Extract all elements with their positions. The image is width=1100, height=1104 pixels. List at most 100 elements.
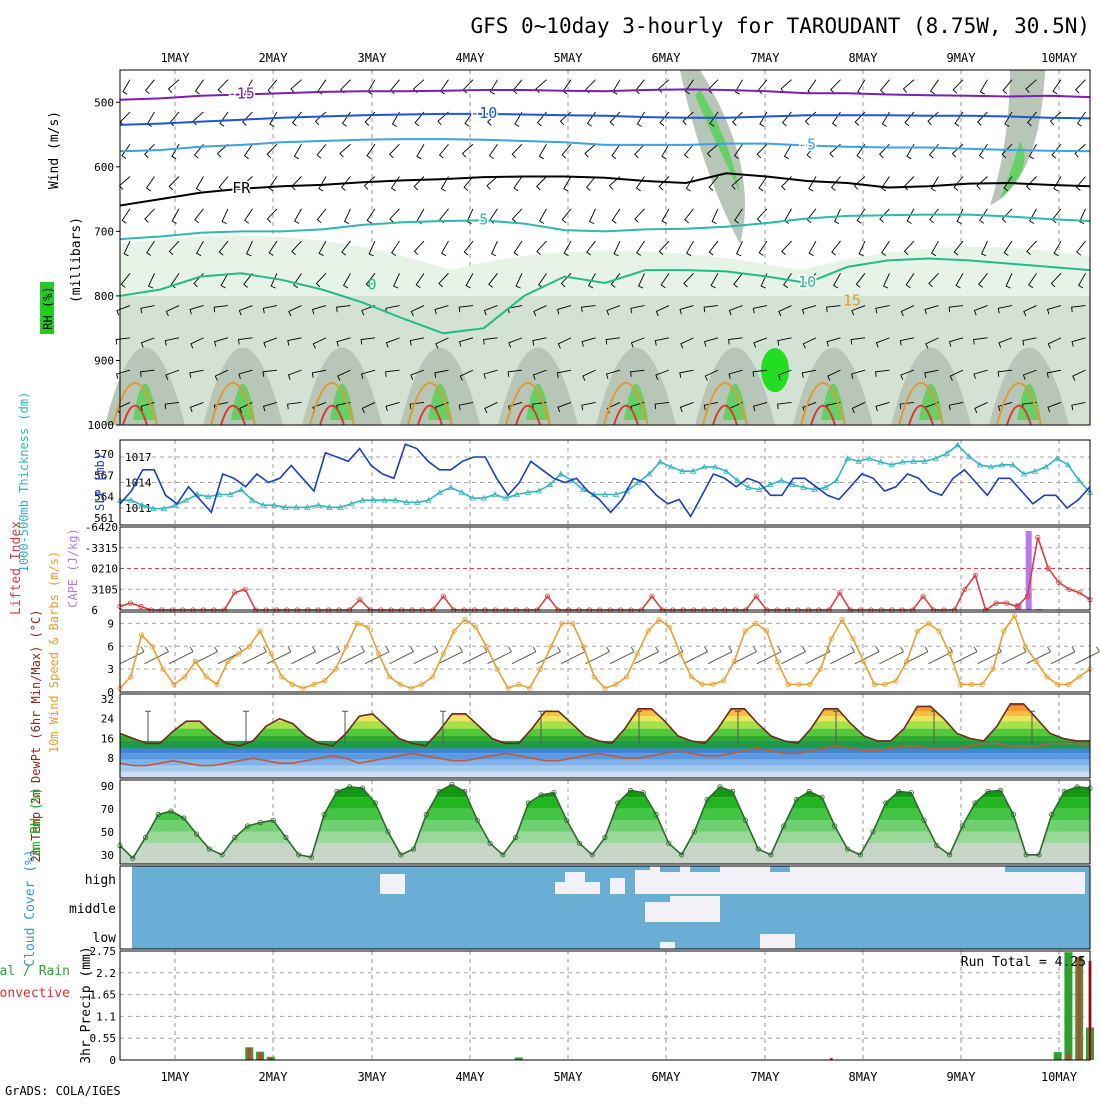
date-label-top: 5MAY <box>554 51 584 65</box>
temp-tick-label: 24 <box>101 713 115 726</box>
wind-barb <box>1028 143 1037 160</box>
rh2m-line-point <box>934 842 940 849</box>
wind-barb <box>706 143 719 158</box>
wind-barb <box>316 143 327 159</box>
wind-barb <box>783 273 792 289</box>
isotherm-15-loop <box>898 382 944 426</box>
surface-wind-barb <box>1075 646 1100 665</box>
wind-barb <box>948 401 964 411</box>
thickness-line-point <box>326 503 333 510</box>
thickness-tick-label: 564 <box>94 491 114 504</box>
wind-barb <box>314 111 327 126</box>
wind-speed-line-point <box>839 616 845 623</box>
cloud-frame <box>119 865 1091 950</box>
y-tick-label: 1000 <box>88 419 115 432</box>
wind-barb <box>360 369 376 379</box>
wind-barb <box>955 273 964 289</box>
thickness-line-point <box>745 484 752 490</box>
surface-wind-barb <box>511 646 537 665</box>
wind-barb <box>262 305 278 314</box>
lifted-index-line-point <box>242 586 248 592</box>
isotherm--5 <box>119 138 1091 153</box>
rh2m-line-point <box>321 811 327 818</box>
wind-barb <box>684 208 694 224</box>
wind-barb <box>781 111 792 127</box>
lifted-index-line-point <box>1066 586 1072 592</box>
wind-barb <box>487 111 498 126</box>
lifted-index-line-point <box>1035 534 1041 541</box>
wind-barb <box>562 79 572 95</box>
rh-band-fill <box>120 808 1090 821</box>
temp-band-warm <box>120 703 1090 707</box>
wind-speed-line-point <box>699 681 705 688</box>
wind-barb <box>951 143 964 158</box>
wind-barb <box>290 79 302 93</box>
wind-barb <box>924 369 939 378</box>
wind-speed-line-point <box>128 674 134 680</box>
date-axis-top: 1MAY 2MAY 3MAY 4MAY 5MAY 6MAY 7MAY 8MAY 9MAY 10MA… <box>161 51 1078 65</box>
wind-barb <box>973 337 988 345</box>
thickness-line-point <box>182 496 190 503</box>
slp-tick-label: 1014 <box>125 477 152 490</box>
wind-barb <box>587 273 596 289</box>
rh2m-line-point <box>296 852 302 858</box>
wind-barb <box>850 337 866 345</box>
wind-barb <box>389 143 400 159</box>
wind-barb <box>660 273 670 289</box>
date-axis-bottom: 1MAY 2MAY 3MAY 4MAY 5MAY 6MAY 7MAY 8MAY 9MAY 10MA… <box>161 1070 1078 1084</box>
wind-speed-line-point <box>429 674 436 680</box>
date-label-bottom: 5MAY <box>554 1070 584 1084</box>
wind-barb <box>311 305 327 315</box>
wind-barb <box>589 208 596 225</box>
lifted-index-line-point <box>127 600 133 606</box>
date-label-bottom: 8MAY <box>849 1070 879 1084</box>
legend-total: Total / Rain <box>0 964 70 979</box>
wind-speed-line-point <box>613 681 619 688</box>
cloud-block <box>610 878 625 894</box>
date-label-top: 4MAY <box>456 51 486 65</box>
wind-speed-line-point <box>473 624 479 630</box>
wind-speed-line-point <box>451 628 457 634</box>
rh-cell-moist <box>1017 383 1041 420</box>
wind-barb <box>341 240 351 256</box>
wind-speed-line-point <box>591 674 597 680</box>
isotherm-15-loop <box>996 382 1042 426</box>
thickness-tick-label: 570 <box>94 448 114 461</box>
rh2m-line-point <box>270 817 276 823</box>
thickness-line-point <box>623 487 631 494</box>
wind-barb <box>512 79 523 95</box>
wind-barb <box>857 79 866 95</box>
wind-barb <box>1046 369 1062 378</box>
temp-tick-label: 8 <box>107 752 114 765</box>
wind-barb <box>1076 240 1086 256</box>
wind-barb <box>1003 176 1013 192</box>
wind-barb <box>1028 208 1037 224</box>
date-label-bottom: 4MAY <box>456 1070 486 1084</box>
wind-barb <box>269 111 278 127</box>
wind-tick-label: 6 <box>107 640 114 653</box>
thickness-line-point <box>943 450 950 456</box>
thickness-line-point <box>513 491 520 497</box>
wind-speed-line-point <box>667 624 673 630</box>
axis-label-cape: CAPE (J/kg) <box>66 528 80 607</box>
wind-barb <box>856 208 866 224</box>
wind-barb <box>189 369 204 378</box>
wind-barb <box>979 79 988 95</box>
wind-barb <box>243 273 253 288</box>
wind-barb <box>148 273 155 289</box>
surface-wind-barb <box>389 646 414 665</box>
isotherm--15 <box>119 88 1091 101</box>
dewpoint-line <box>119 742 1091 767</box>
wind-speed-line-point <box>548 643 554 649</box>
wind-barb <box>385 369 400 377</box>
rh2m-line-point <box>602 834 608 841</box>
lifted-index-line-point <box>232 590 238 596</box>
wind-barb <box>532 337 547 346</box>
temp-band-cold <box>120 771 1090 778</box>
run-total-label: Run Total = 4.25 <box>961 955 1086 970</box>
rh-band-light <box>120 235 1090 296</box>
rh2m-line-point <box>908 790 914 796</box>
wind-barb <box>262 401 278 412</box>
cloud-block <box>660 942 675 950</box>
isotherm-20-loop <box>319 404 345 426</box>
